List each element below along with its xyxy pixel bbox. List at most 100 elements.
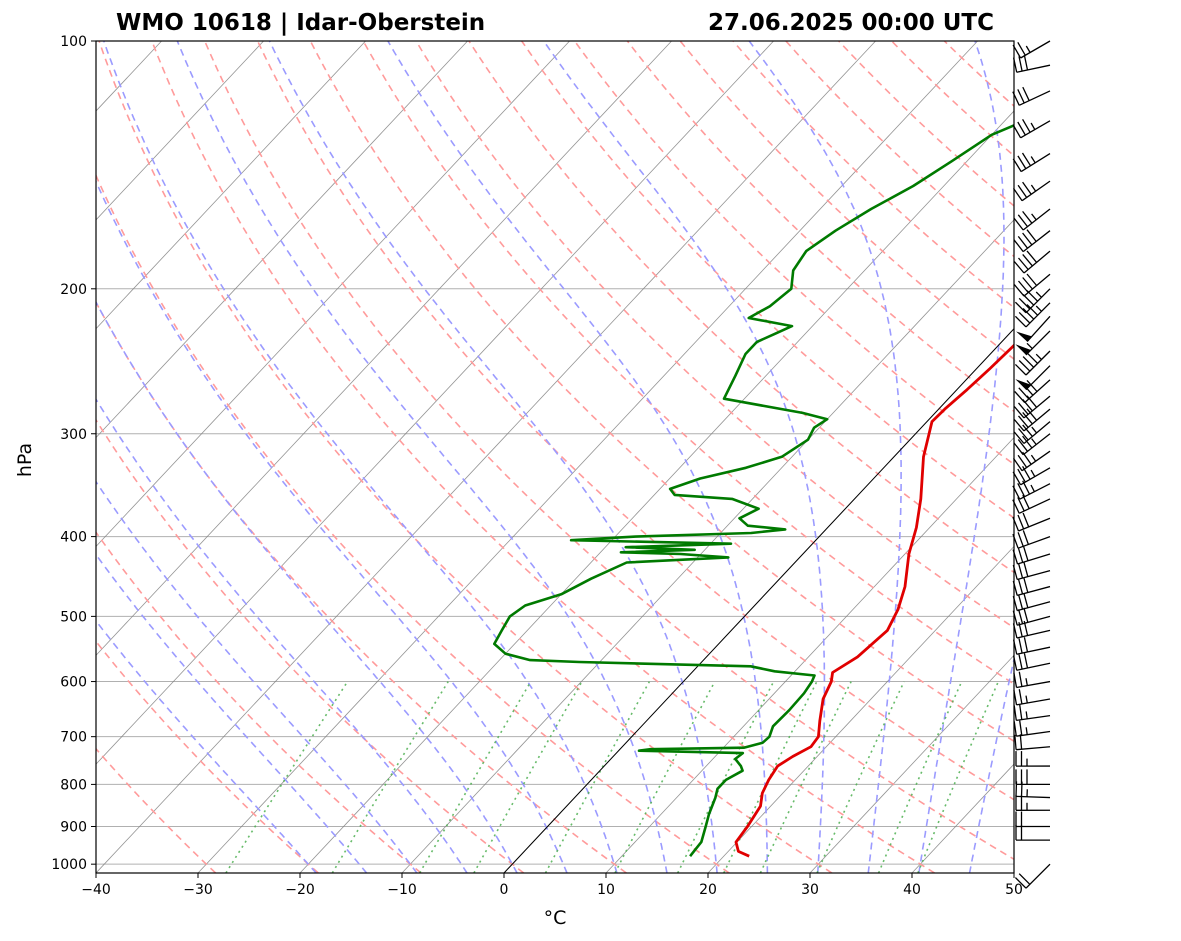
wind-barb <box>1012 152 1051 173</box>
dry-adiabat-line <box>785 41 1014 258</box>
wind-barb <box>1012 593 1051 612</box>
wind-barb <box>1013 704 1051 722</box>
dry-adiabat-line <box>96 530 422 873</box>
x-tick-label: 40 <box>903 882 921 898</box>
wind-barb <box>1012 620 1051 639</box>
mixing-ratio-line <box>759 681 852 873</box>
wind-barb <box>1012 55 1051 73</box>
temperature-line <box>734 343 1014 858</box>
wind-barb <box>1012 40 1051 59</box>
y-tick-label: 200 <box>60 282 87 298</box>
x-tick-label: −10 <box>387 882 417 898</box>
y-tick-label: 700 <box>60 730 87 746</box>
mixing-ratio-line <box>473 681 583 873</box>
wind-barb <box>1012 180 1051 202</box>
dry-adiabat-line <box>838 41 1014 207</box>
dry-adiabat-line <box>96 418 525 873</box>
wind-barb <box>1016 315 1051 343</box>
dry-adiabat-line <box>415 41 1014 629</box>
wind-barb <box>1015 811 1051 828</box>
isotherm-line <box>503 328 1014 873</box>
dry-adiabat-line <box>151 41 936 873</box>
wind-barb <box>1015 751 1051 767</box>
wind-barb <box>1015 769 1051 786</box>
dry-adiabat-line <box>96 640 319 873</box>
mixing-ratio-line <box>544 681 651 873</box>
x-tick-label: −40 <box>81 882 111 898</box>
mixing-ratio-line <box>877 681 963 873</box>
x-tick-label: 10 <box>597 882 615 898</box>
isotherm-line <box>605 436 1014 873</box>
wind-barbs <box>1012 40 1051 889</box>
chart-title-left: WMO 10618 | Idar-Oberstein <box>116 10 485 36</box>
mixing-ratio-line <box>331 681 449 873</box>
isotherm-line <box>299 110 1014 873</box>
wind-barb <box>1013 689 1051 706</box>
moist-adiabat-line <box>96 300 518 873</box>
sounding-series <box>493 123 1014 858</box>
wind-barb <box>1012 465 1051 486</box>
isotherm-line <box>96 41 570 548</box>
wind-barb <box>1014 350 1051 376</box>
y-tick-label: 1000 <box>51 857 87 873</box>
wind-barb <box>1012 653 1051 671</box>
wind-barb <box>1015 330 1051 356</box>
dry-adiabat-line <box>362 41 1014 685</box>
moist-adiabat-line <box>543 41 826 873</box>
wind-barb <box>1013 229 1051 253</box>
dry-adiabat-line <box>98 41 833 873</box>
wind-barb <box>1012 637 1051 655</box>
moist-adiabat-line <box>968 655 1014 873</box>
isotherm-line <box>96 41 876 873</box>
dry-adiabat-line <box>943 41 1014 108</box>
isotherm-line <box>96 41 366 330</box>
chart-title-right: 27.06.2025 00:00 UTC <box>708 10 994 36</box>
mixing-ratio-line <box>816 681 905 873</box>
moist-adiabat-line <box>176 41 668 873</box>
moist-adiabat-line <box>103 41 618 873</box>
mixing-ratio-line <box>419 681 532 873</box>
moist-adiabat-line <box>96 179 568 873</box>
x-tick-label: 30 <box>801 882 819 898</box>
wind-barb <box>1012 577 1051 597</box>
wind-barb <box>1015 365 1051 391</box>
x-tick-label: 20 <box>699 882 717 898</box>
wind-barb <box>1013 720 1051 737</box>
dry-adiabat-line <box>679 41 1014 361</box>
y-tick-label: 600 <box>60 675 87 691</box>
isotherm-line <box>911 763 1014 873</box>
wind-barb <box>1015 795 1051 811</box>
dry-adiabat-line <box>309 41 1014 743</box>
moist-adiabat-line <box>918 41 1005 873</box>
wind-barb <box>1014 379 1051 404</box>
wind-barb <box>1012 530 1051 549</box>
x-tick-label: 0 <box>500 882 509 898</box>
isotherm-line <box>197 41 978 873</box>
wind-barb <box>1013 433 1051 456</box>
mixing-ratio-line <box>225 681 349 873</box>
mixing-ratio-line <box>917 681 1000 873</box>
dewpoint-line <box>493 123 1014 858</box>
wind-barb <box>1014 734 1051 751</box>
y-axis-ticks: 100 200 300 400 500 600 700 800 900 1000 <box>51 34 96 873</box>
plot-frame <box>95 40 1015 874</box>
wind-barb <box>1012 118 1051 139</box>
x-tick-label: 50 <box>1005 882 1023 898</box>
wind-barb <box>1013 250 1051 274</box>
moist-adiabat-line <box>96 619 317 873</box>
moist-adiabat-line <box>387 41 769 873</box>
y-tick-label: 400 <box>60 530 87 546</box>
wind-barb <box>1012 546 1051 565</box>
wind-barb <box>1012 480 1051 500</box>
isotherm-line <box>1116 41 1181 873</box>
isotherm-line <box>707 545 1014 873</box>
isotherm-line <box>401 219 1014 873</box>
wind-barb <box>1013 273 1051 297</box>
isotherm-line <box>96 41 264 221</box>
isotherm-line <box>96 41 672 656</box>
wind-barb <box>1013 671 1051 689</box>
y-tick-label: 100 <box>60 34 87 50</box>
isotherm-line <box>96 41 468 439</box>
wind-barb <box>1013 408 1051 432</box>
